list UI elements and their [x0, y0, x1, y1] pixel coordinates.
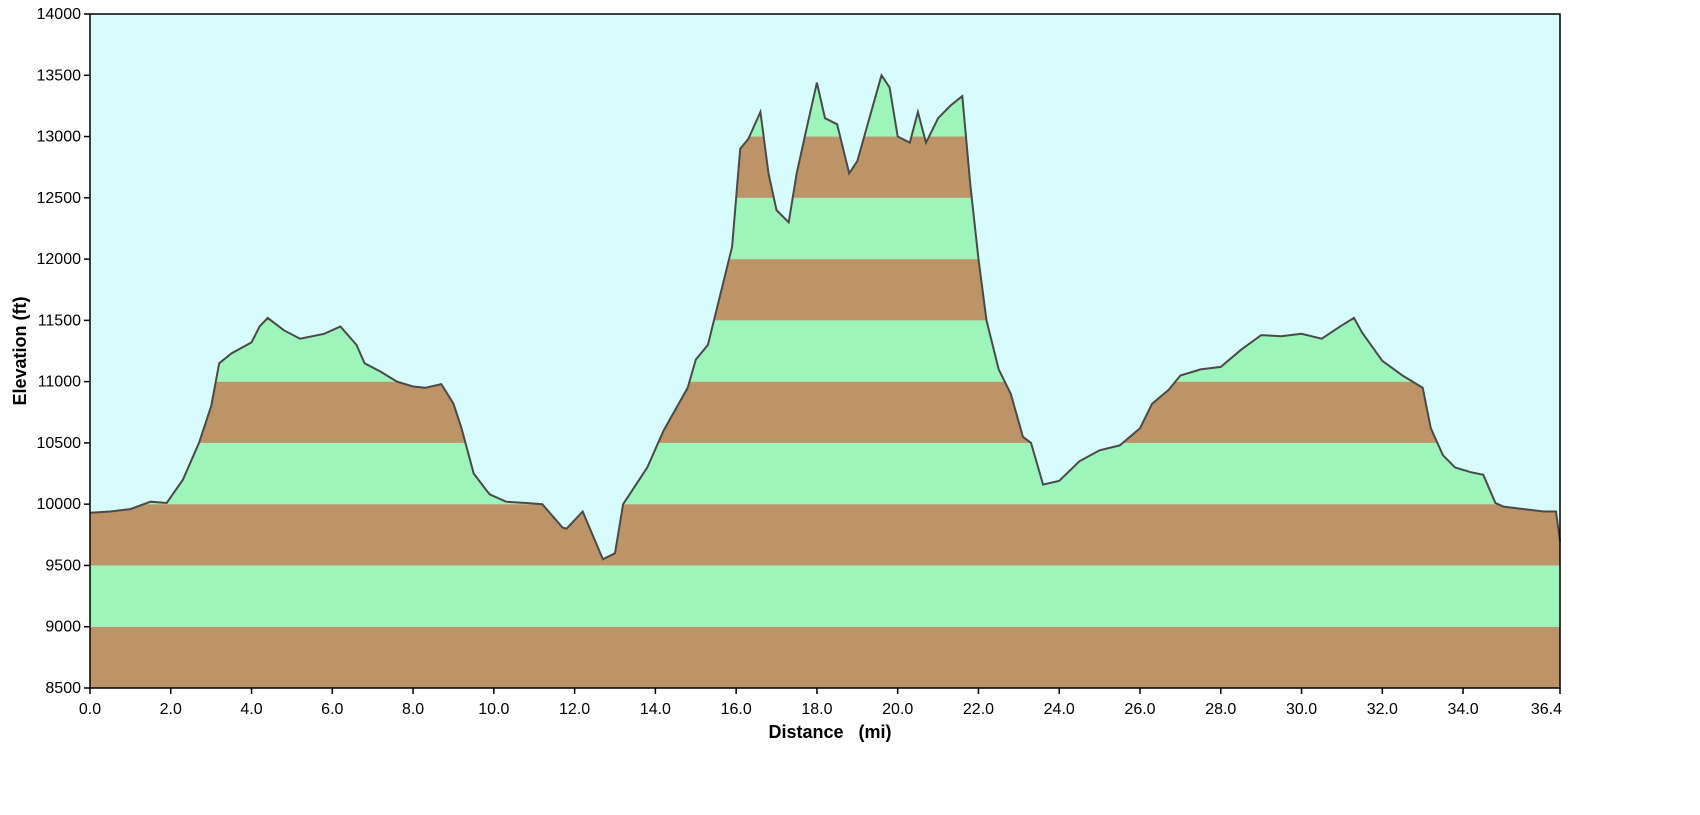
elevation-band — [90, 504, 1560, 566]
y-tick-label: 10000 — [37, 496, 82, 513]
x-tick-label: 32.0 — [1367, 701, 1398, 718]
elevation-profile-line — [89, 72, 1561, 561]
x-tick-label: 36.4 — [1531, 701, 1562, 718]
x-tick-label: 6.0 — [321, 701, 343, 718]
x-tick-label: 14.0 — [640, 701, 671, 718]
x-axis: 0.0 2.0 4.0 6.0 8.0 10.0 12.0 14.0 16.0 18.0 20.0 2… — [79, 688, 1562, 718]
x-tick-label: 0.0 — [79, 701, 101, 718]
x-tick-label: 20.0 — [882, 701, 913, 718]
y-tick-label: 9500 — [45, 557, 81, 574]
x-tick-label: 30.0 — [1286, 701, 1317, 718]
y-tick-label: 12000 — [37, 251, 82, 268]
x-tick-label: 8.0 — [402, 701, 424, 718]
x-tick-label: 2.0 — [160, 701, 182, 718]
y-tick-label: 13500 — [37, 67, 82, 84]
y-tick-label: 11500 — [38, 312, 81, 329]
y-tick-label: 14000 — [37, 6, 82, 23]
x-tick-label: 16.0 — [721, 701, 752, 718]
plot-border — [89, 13, 1561, 689]
y-tick-label: 13000 — [37, 129, 82, 146]
x-tick-label: 10.0 — [478, 701, 509, 718]
y-tick-label: 8500 — [45, 680, 81, 697]
x-tick-label: 24.0 — [1044, 701, 1075, 718]
elevation-band — [90, 381, 1560, 443]
x-axis-title: Distance (mi) — [768, 722, 891, 742]
y-tick-label: 12500 — [37, 190, 82, 207]
x-tick-label: 28.0 — [1205, 701, 1236, 718]
y-axis-title: Elevation (ft) — [10, 296, 30, 405]
y-tick-label: 11000 — [38, 374, 81, 391]
x-tick-label: 34.0 — [1448, 701, 1479, 718]
elevation-band — [90, 565, 1560, 627]
y-tick-label: 10500 — [37, 435, 82, 452]
y-axis: 8500 9000 9500 10000 10500 11000 11500 12000 125… — [37, 6, 90, 697]
elevation-band — [90, 626, 1560, 688]
x-tick-label: 22.0 — [963, 701, 994, 718]
y-tick-label: 9000 — [45, 619, 81, 636]
x-tick-label: 4.0 — [240, 701, 262, 718]
x-tick-label: 18.0 — [801, 701, 832, 718]
x-tick-label: 26.0 — [1124, 701, 1155, 718]
x-tick-label: 12.0 — [559, 701, 590, 718]
elevation-band — [90, 442, 1560, 505]
